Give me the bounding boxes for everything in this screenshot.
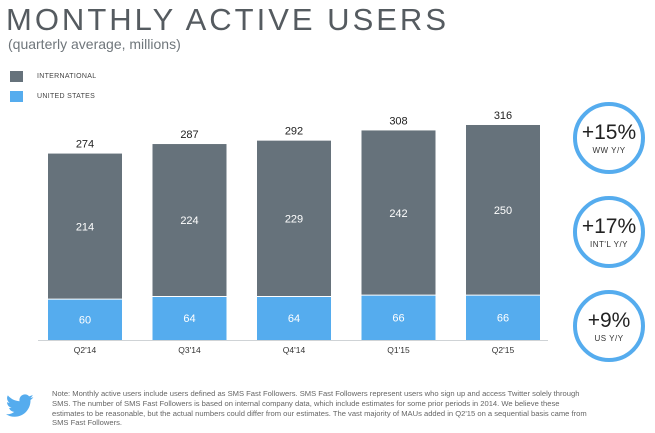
footnote: Note: Monthly active users include users… (52, 389, 587, 428)
legend-swatch-united-states (10, 90, 23, 102)
bar-segment-us (361, 295, 436, 340)
bar-segment-us (48, 299, 122, 340)
data-label-total: 292 (285, 126, 303, 138)
badge-intl-value: +17% (581, 214, 637, 238)
badge-ww-value: +15% (581, 120, 637, 144)
bar-segment-us (152, 296, 227, 340)
badge-us-value: +9% (587, 308, 631, 332)
data-label-total: 308 (389, 115, 407, 127)
data-label-us: 64 (288, 313, 300, 325)
legend-item-united-states: UNITED STATES (10, 90, 95, 102)
bar-segment-international (466, 124, 540, 296)
bar-segment-international (152, 144, 227, 297)
chart-subtitle: (quarterly average, millions) (8, 36, 181, 52)
badge-ww-label: WW Y/Y (592, 145, 626, 155)
badge-us-yoy: +9% US Y/Y (573, 290, 645, 362)
bar-segment-international (48, 153, 122, 300)
stacked-bar-chart: 60 214 274 Q2'14 64 224 287 Q3'14 64 229 292 Q4'14 6… (38, 110, 548, 355)
data-label-us: 66 (497, 313, 509, 325)
x-tick-label: Q2'15 (492, 345, 515, 355)
data-label-international: 242 (389, 208, 407, 220)
badge-us-label: US Y/Y (594, 333, 624, 343)
legend-item-international: INTERNATIONAL (10, 70, 96, 82)
bar-segment-us (466, 295, 540, 340)
twitter-bird-icon (6, 394, 34, 417)
legend-label-united-states: UNITED STATES (37, 92, 96, 100)
badge-intl-label: INT'L Y/Y (589, 239, 629, 249)
x-tick-label: Q3'14 (178, 345, 201, 355)
legend-swatch-international (10, 70, 23, 82)
data-label-international: 214 (76, 221, 94, 233)
data-label-international: 229 (285, 214, 303, 226)
badge-intl-yoy: +17% INT'L Y/Y (573, 196, 645, 268)
x-tick-label: Q1'15 (387, 345, 410, 355)
x-tick-label: Q2'14 (74, 345, 97, 355)
bar-segment-international (257, 140, 331, 297)
x-tick-label: Q4'14 (283, 345, 306, 355)
data-label-international: 224 (180, 215, 198, 227)
data-label-total: 316 (494, 110, 512, 122)
data-label-us: 64 (183, 313, 195, 325)
legend-label-international: INTERNATIONAL (37, 72, 97, 80)
bar-segment-international (361, 130, 436, 296)
data-label-us: 66 (392, 313, 404, 325)
bar-segment-us (257, 296, 331, 340)
badge-ww-yoy: +15% WW Y/Y (573, 102, 645, 174)
chart-title: MONTHLY ACTIVE USERS (6, 2, 449, 37)
data-label-total: 287 (180, 129, 198, 141)
data-label-international: 250 (494, 205, 512, 217)
data-label-total: 274 (76, 139, 94, 151)
data-label-us: 60 (79, 315, 91, 327)
